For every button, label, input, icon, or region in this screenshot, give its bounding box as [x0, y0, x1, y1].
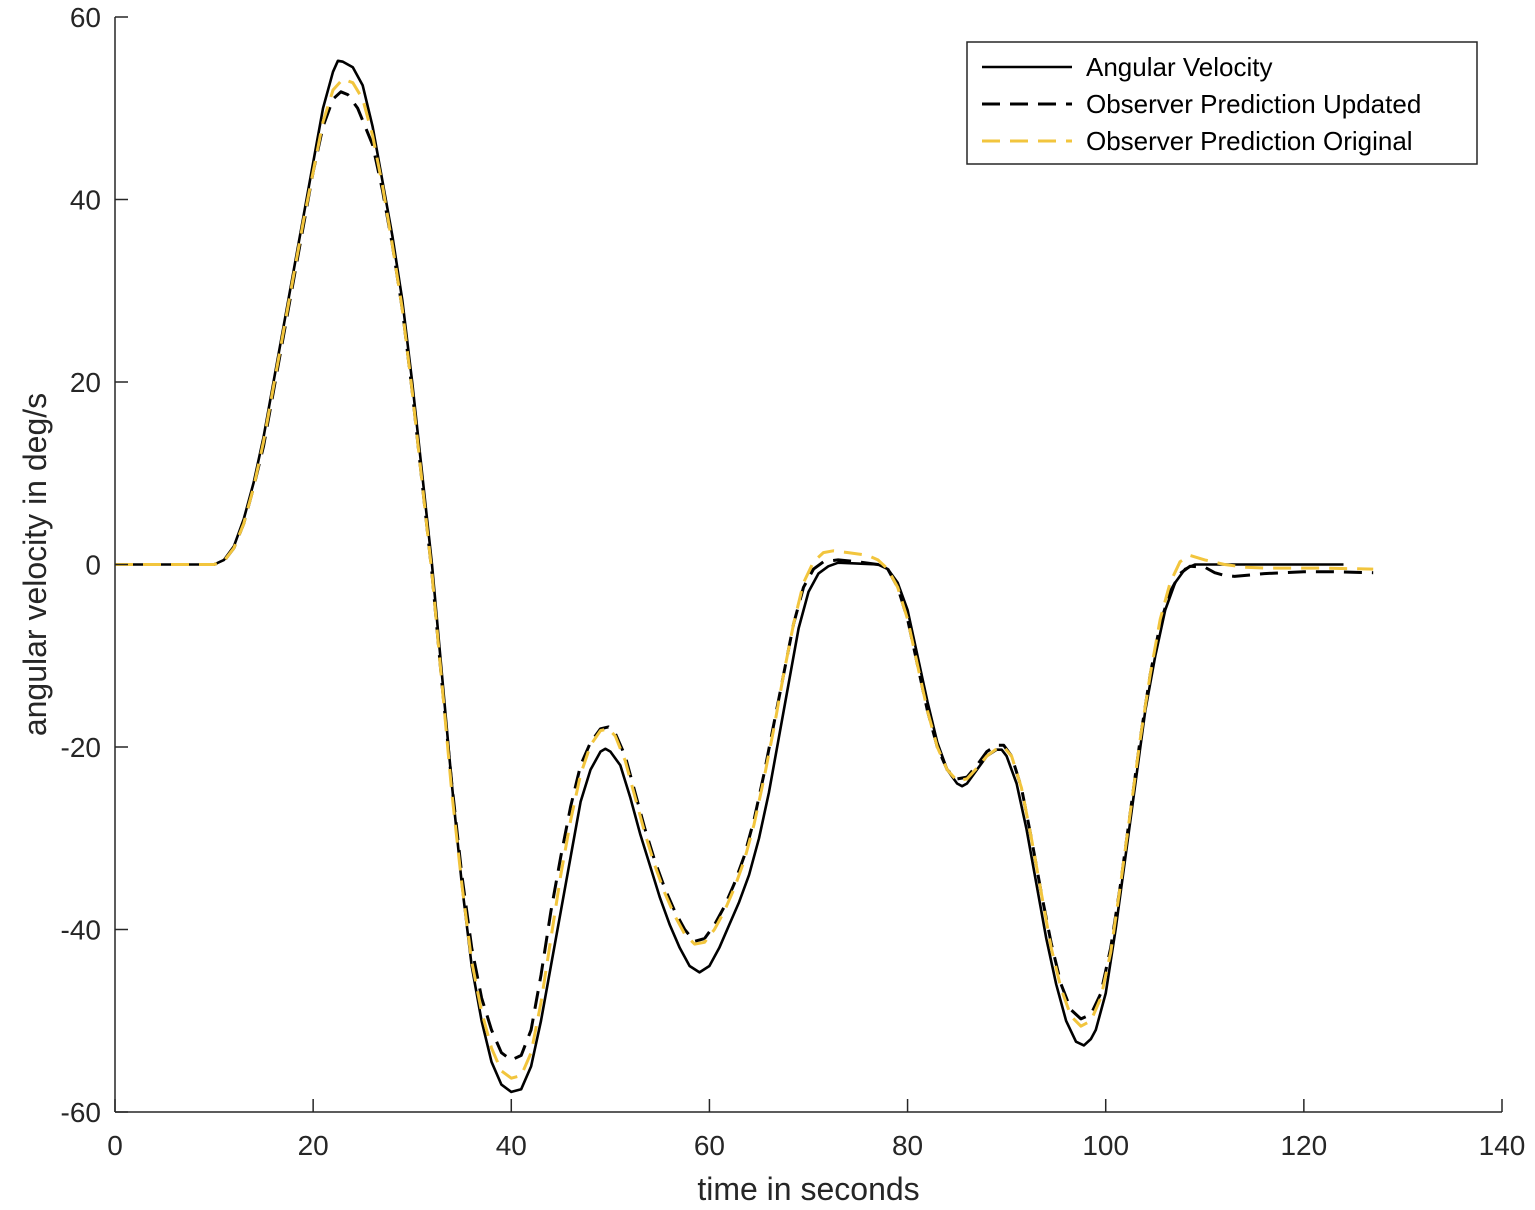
x-tick-label: 100: [1082, 1130, 1129, 1161]
x-tick-label: 120: [1280, 1130, 1327, 1161]
x-tick-label: 60: [694, 1130, 725, 1161]
y-tick-label: -20: [61, 732, 101, 763]
series-line-2: [115, 77, 1374, 1080]
x-tick-label: 20: [298, 1130, 329, 1161]
series-layer: [115, 59, 1374, 1094]
x-axis-title: time in seconds: [697, 1171, 919, 1207]
y-tick-label: 60: [70, 2, 101, 33]
x-tick-label: 140: [1479, 1130, 1526, 1161]
legend-label-0: Angular Velocity: [1086, 52, 1272, 82]
legend-label-1: Observer Prediction Updated: [1086, 89, 1421, 119]
y-tick-label: -40: [61, 915, 101, 946]
ticks-layer: 0 20 40 60 80 100 120 140 -60 -40 -20 0 20 40 60: [61, 2, 1526, 1161]
legend: Angular Velocity Observer Prediction Upda…: [966, 41, 1478, 165]
y-axis-title: angular velocity in deg/s: [17, 393, 53, 736]
y-tick-label: 0: [85, 550, 101, 581]
series-line-0: [115, 59, 1344, 1094]
y-tick-label: -60: [61, 1097, 101, 1128]
y-tick-label: 20: [70, 367, 101, 398]
x-tick-label: 0: [107, 1130, 123, 1161]
y-tick-label: 40: [70, 185, 101, 216]
x-tick-label: 40: [496, 1130, 527, 1161]
legend-items: Angular Velocity Observer Prediction Upda…: [982, 52, 1421, 156]
x-tick-label: 80: [892, 1130, 923, 1161]
legend-label-2: Observer Prediction Original: [1086, 126, 1413, 156]
